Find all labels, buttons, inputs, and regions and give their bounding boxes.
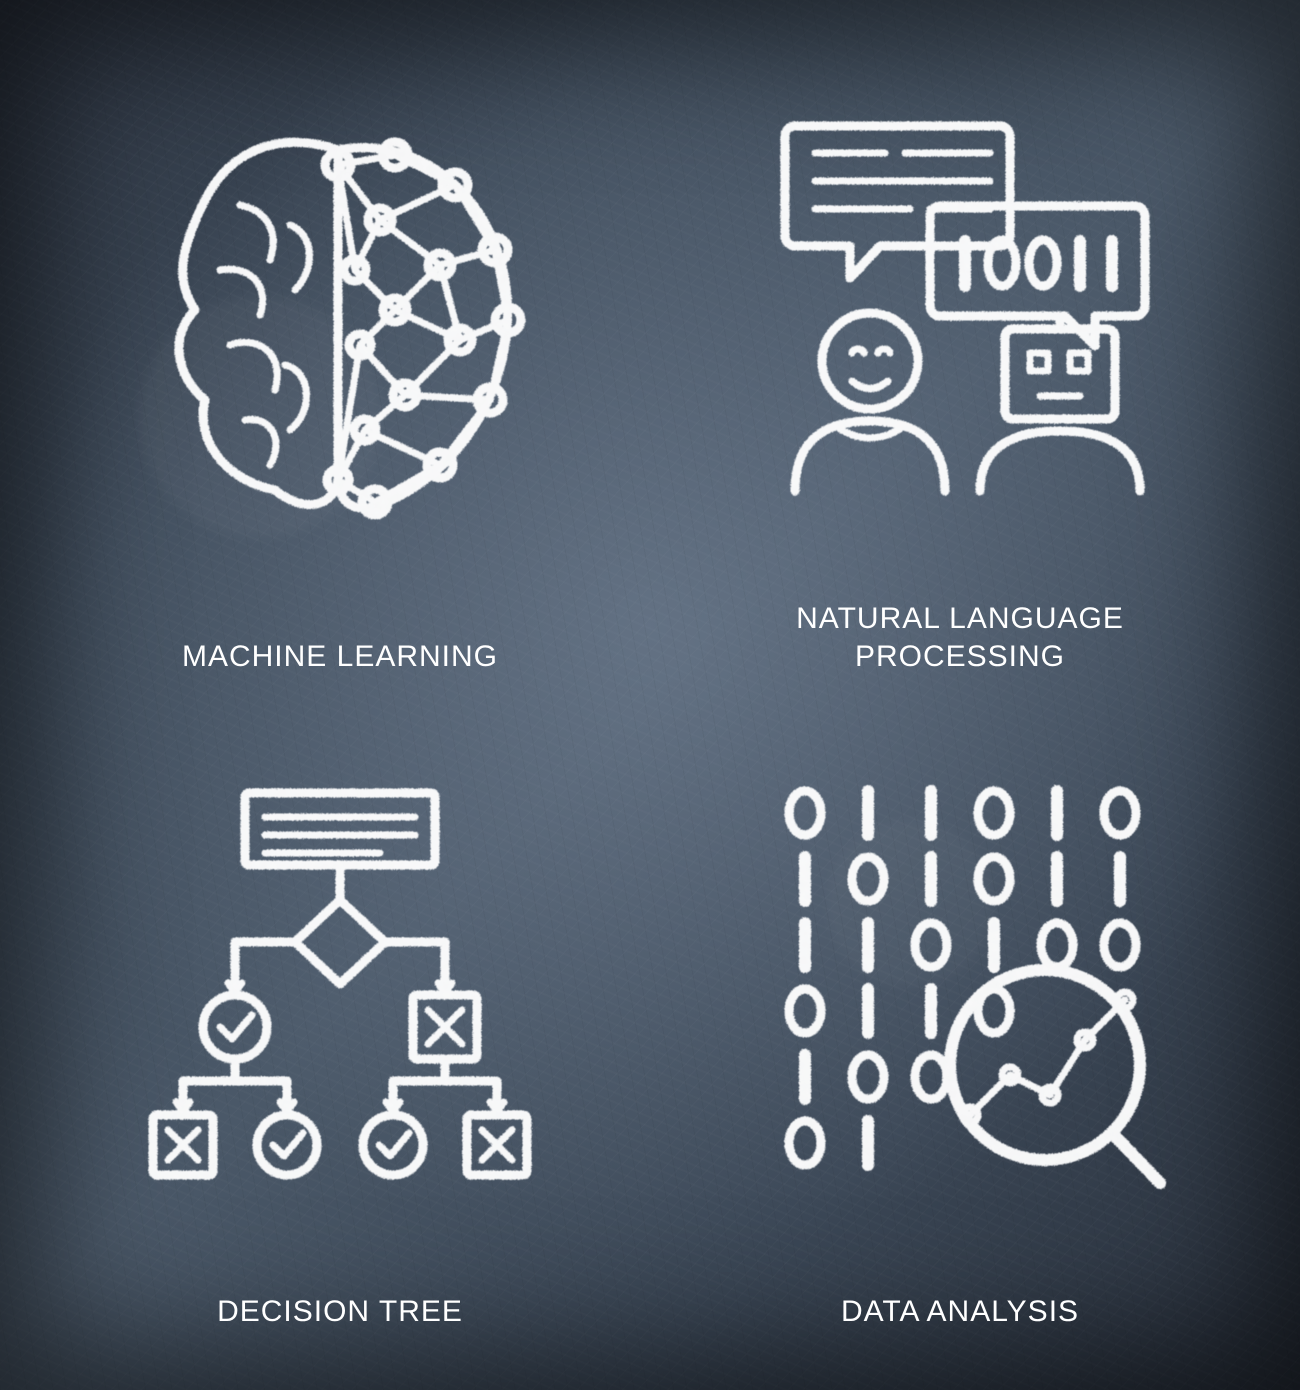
machine-learning-icon (40, 40, 640, 620)
nlp-icon (660, 40, 1260, 582)
decision-tree-icon (40, 695, 640, 1275)
cell-decision-tree: DECISION TREE (40, 695, 640, 1330)
label-nlp: NATURAL LANGUAGE PROCESSING (796, 600, 1124, 675)
cell-nlp: NATURAL LANGUAGE PROCESSING (660, 40, 1260, 675)
chalkboard: MACHINE LEARNING (0, 0, 1300, 1390)
cell-data-analysis: DATA ANALYSIS (660, 695, 1260, 1330)
label-data-analysis: DATA ANALYSIS (841, 1293, 1079, 1331)
data-analysis-icon (660, 695, 1260, 1275)
cell-machine-learning: MACHINE LEARNING (40, 40, 640, 675)
label-machine-learning: MACHINE LEARNING (182, 638, 498, 676)
label-decision-tree: DECISION TREE (217, 1293, 463, 1331)
icon-grid: MACHINE LEARNING (0, 0, 1300, 1390)
